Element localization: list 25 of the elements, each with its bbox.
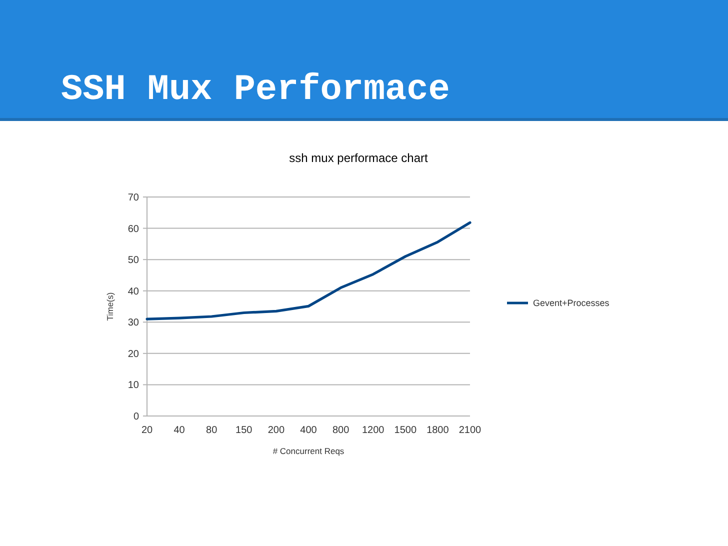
y-tick-label: 20 bbox=[128, 348, 140, 360]
y-tick-label: 50 bbox=[128, 255, 140, 266]
x-tick-label: 1200 bbox=[362, 425, 385, 436]
y-tick-label: 0 bbox=[133, 412, 140, 422]
x-tick-label: 150 bbox=[236, 425, 253, 436]
x-tick-label: 2100 bbox=[458, 425, 482, 436]
chart-subtitle: ssh mux performace chart bbox=[289, 151, 429, 165]
x-axis-title: # Concurrent Reqs bbox=[272, 446, 344, 456]
x-tick-label: 80 bbox=[206, 425, 218, 436]
x-tick-label: 800 bbox=[332, 425, 350, 436]
x-tick-label: 20 bbox=[141, 425, 153, 436]
line-series bbox=[146, 221, 472, 320]
y-tick-label: 70 bbox=[128, 192, 140, 204]
y-tick-label: 10 bbox=[128, 380, 140, 392]
x-tick-label: 200 bbox=[268, 425, 285, 436]
y-tick-label: 40 bbox=[128, 286, 140, 298]
x-tick-label: 1800 bbox=[426, 425, 450, 436]
x-tick-label: 40 bbox=[174, 425, 186, 436]
y-tick-label: 30 bbox=[128, 318, 140, 329]
y-tick-label: 60 bbox=[128, 224, 140, 235]
y-axis-title: Time(s) bbox=[105, 292, 115, 321]
legend-label: Gevent+Processes bbox=[533, 298, 610, 308]
x-tick-label: 1500 bbox=[394, 425, 417, 436]
x-tick-label: 400 bbox=[300, 425, 318, 436]
chart-title: SSH Mux Performace bbox=[61, 69, 450, 110]
